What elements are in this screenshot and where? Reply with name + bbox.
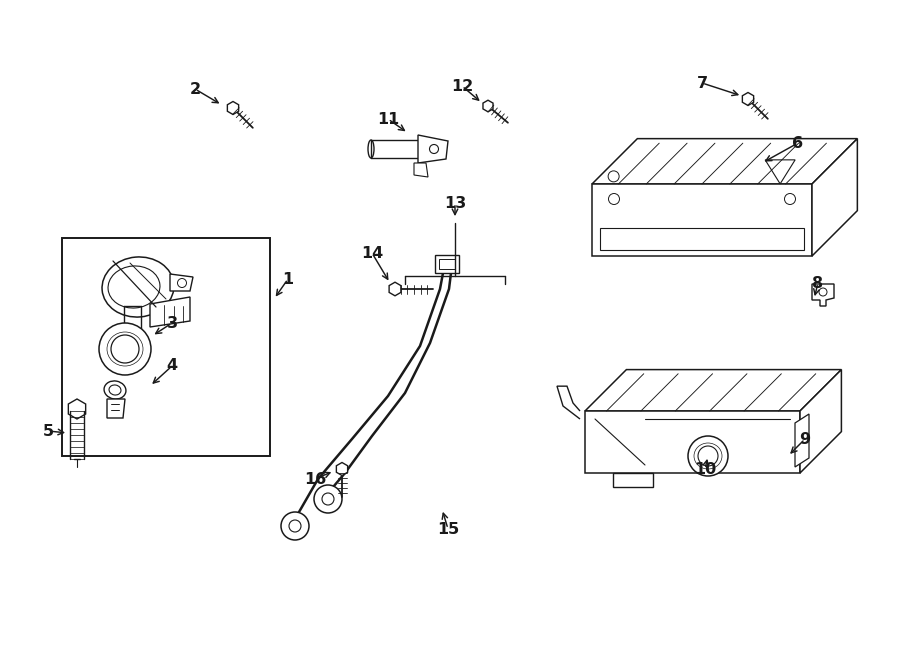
Polygon shape <box>414 163 428 177</box>
Circle shape <box>281 512 309 540</box>
Text: 8: 8 <box>813 276 824 290</box>
Ellipse shape <box>104 381 126 399</box>
Polygon shape <box>592 139 858 184</box>
Ellipse shape <box>102 257 174 317</box>
Polygon shape <box>418 135 448 163</box>
Polygon shape <box>389 282 400 296</box>
Text: 4: 4 <box>166 358 177 373</box>
Polygon shape <box>170 274 193 291</box>
Polygon shape <box>585 411 800 473</box>
Text: 3: 3 <box>166 315 177 330</box>
Text: 5: 5 <box>42 424 54 438</box>
Polygon shape <box>68 399 86 419</box>
Polygon shape <box>483 100 493 112</box>
Text: 16: 16 <box>304 471 326 486</box>
Polygon shape <box>337 463 347 475</box>
Text: 13: 13 <box>444 196 466 210</box>
Text: 12: 12 <box>451 79 473 93</box>
Polygon shape <box>742 93 753 106</box>
Text: 6: 6 <box>792 136 804 151</box>
Text: 15: 15 <box>436 522 459 537</box>
Polygon shape <box>812 139 858 256</box>
Bar <box>62 238 270 456</box>
Text: 11: 11 <box>377 112 399 126</box>
Circle shape <box>314 485 342 513</box>
Polygon shape <box>107 399 125 418</box>
Bar <box>435 255 459 273</box>
Polygon shape <box>613 473 653 487</box>
Polygon shape <box>795 414 809 467</box>
Text: 10: 10 <box>694 461 716 477</box>
Text: 2: 2 <box>189 81 201 97</box>
Text: 14: 14 <box>361 245 383 260</box>
Polygon shape <box>800 369 842 473</box>
Polygon shape <box>585 369 842 411</box>
Text: 7: 7 <box>697 75 707 91</box>
Polygon shape <box>812 284 834 306</box>
Polygon shape <box>557 386 580 419</box>
Bar <box>439 259 455 269</box>
Circle shape <box>99 323 151 375</box>
Text: 1: 1 <box>283 272 293 286</box>
Circle shape <box>688 436 728 476</box>
Polygon shape <box>228 102 238 114</box>
Polygon shape <box>592 184 812 256</box>
Polygon shape <box>150 297 190 327</box>
Text: 9: 9 <box>799 432 811 446</box>
